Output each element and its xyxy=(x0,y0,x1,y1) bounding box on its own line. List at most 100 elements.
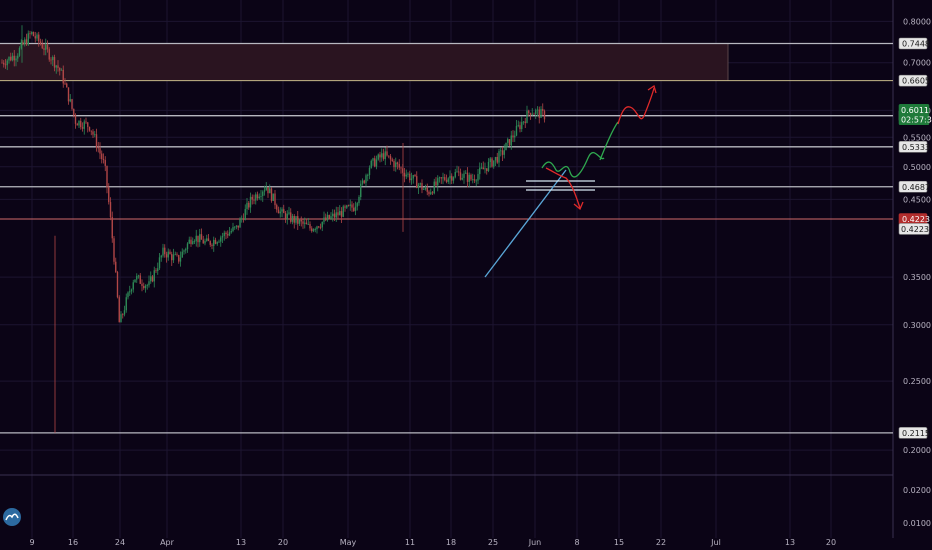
candle-body[interactable] xyxy=(447,178,449,182)
candle-body[interactable] xyxy=(391,159,393,161)
candle-body[interactable] xyxy=(396,162,399,165)
candle-body[interactable] xyxy=(8,56,10,61)
candle-body[interactable] xyxy=(27,33,29,45)
candle-body[interactable] xyxy=(169,251,171,255)
candle-body[interactable] xyxy=(361,180,364,184)
candle-body[interactable] xyxy=(99,148,101,154)
candle-body[interactable] xyxy=(333,213,336,218)
candle-body[interactable] xyxy=(318,226,320,228)
candle-body[interactable] xyxy=(29,33,31,35)
candle-body[interactable] xyxy=(339,211,341,216)
candle-body[interactable] xyxy=(225,232,227,235)
candle-body[interactable] xyxy=(328,214,330,219)
candle-body[interactable] xyxy=(414,175,416,177)
candle-body[interactable] xyxy=(71,99,73,109)
candle-body[interactable] xyxy=(445,179,448,182)
candle-body[interactable] xyxy=(123,310,126,315)
candle-body[interactable] xyxy=(356,203,358,207)
candle-body[interactable] xyxy=(241,218,243,220)
candle-body[interactable] xyxy=(526,110,528,123)
candle-body[interactable] xyxy=(321,221,323,228)
candle-body[interactable] xyxy=(426,187,428,192)
candle-body[interactable] xyxy=(143,285,145,289)
candle-body[interactable] xyxy=(384,151,386,160)
candle-body[interactable] xyxy=(171,254,173,261)
candle-body[interactable] xyxy=(258,196,260,199)
candle-body[interactable] xyxy=(433,181,435,194)
candle-body[interactable] xyxy=(155,270,157,272)
candle-body[interactable] xyxy=(417,184,420,189)
candle-body[interactable] xyxy=(195,235,197,242)
candle-body[interactable] xyxy=(176,254,178,256)
candle-body[interactable] xyxy=(430,192,432,195)
candle-body[interactable] xyxy=(172,254,175,261)
candle-body[interactable] xyxy=(228,232,231,236)
candle-body[interactable] xyxy=(200,234,203,240)
candle-body[interactable] xyxy=(227,234,229,236)
candle-body[interactable] xyxy=(167,251,169,258)
candle-body[interactable] xyxy=(323,217,325,222)
candle-body[interactable] xyxy=(193,241,196,242)
candle-body[interactable] xyxy=(440,177,442,179)
candle-body[interactable] xyxy=(412,175,414,179)
candle-body[interactable] xyxy=(472,179,474,181)
candle-body[interactable] xyxy=(543,110,546,120)
candle-body[interactable] xyxy=(267,187,269,194)
candle-body[interactable] xyxy=(501,150,504,155)
candle-body[interactable] xyxy=(1,62,3,64)
candle-body[interactable] xyxy=(424,187,427,190)
level-tag[interactable] xyxy=(898,141,928,153)
candle-body[interactable] xyxy=(456,171,458,173)
candle-body[interactable] xyxy=(431,192,434,194)
candle-body[interactable] xyxy=(305,222,308,225)
candle-body[interactable] xyxy=(80,120,82,128)
candle-body[interactable] xyxy=(36,34,38,39)
candle-body[interactable] xyxy=(22,42,24,45)
tradingview-logo-icon[interactable] xyxy=(3,508,21,526)
candle-body[interactable] xyxy=(94,134,96,136)
candle-body[interactable] xyxy=(183,250,185,252)
candle-body[interactable] xyxy=(115,261,117,272)
candle-body[interactable] xyxy=(10,56,12,61)
candle-body[interactable] xyxy=(269,188,271,194)
candle-body[interactable] xyxy=(354,206,357,211)
candle-body[interactable] xyxy=(276,205,278,210)
candle-body[interactable] xyxy=(349,204,351,206)
candle-body[interactable] xyxy=(4,64,7,66)
candle-body[interactable] xyxy=(69,99,71,102)
candle-body[interactable] xyxy=(507,139,509,143)
candle-body[interactable] xyxy=(542,108,544,111)
candle-body[interactable] xyxy=(344,206,346,208)
candle-body[interactable] xyxy=(458,171,460,173)
candle-body[interactable] xyxy=(353,207,355,211)
candle-body[interactable] xyxy=(17,55,19,59)
candle-body[interactable] xyxy=(34,36,36,39)
candle-body[interactable] xyxy=(398,164,400,168)
candle-body[interactable] xyxy=(270,188,273,201)
candle-body[interactable] xyxy=(319,227,322,229)
candle-body[interactable] xyxy=(185,249,187,251)
candle-body[interactable] xyxy=(108,187,110,203)
candle-body[interactable] xyxy=(52,57,54,61)
candle-body[interactable] xyxy=(255,194,257,201)
candle-body[interactable] xyxy=(477,174,479,181)
candle-body[interactable] xyxy=(234,226,236,228)
candle-body[interactable] xyxy=(221,236,224,238)
candle-body[interactable] xyxy=(6,60,8,66)
drawings[interactable] xyxy=(484,84,657,278)
candle-body[interactable] xyxy=(253,199,255,201)
candle-body[interactable] xyxy=(358,196,360,204)
candle-body[interactable] xyxy=(367,175,369,176)
candle-body[interactable] xyxy=(13,55,15,61)
candle-body[interactable] xyxy=(55,65,57,68)
candle-body[interactable] xyxy=(106,165,108,188)
candle-body[interactable] xyxy=(389,156,392,160)
candle-body[interactable] xyxy=(340,211,343,217)
candle-body[interactable] xyxy=(487,161,490,172)
candle-body[interactable] xyxy=(57,65,59,68)
candle-body[interactable] xyxy=(521,122,523,130)
candle-body[interactable] xyxy=(18,48,21,56)
projection-red-path[interactable] xyxy=(617,87,655,125)
